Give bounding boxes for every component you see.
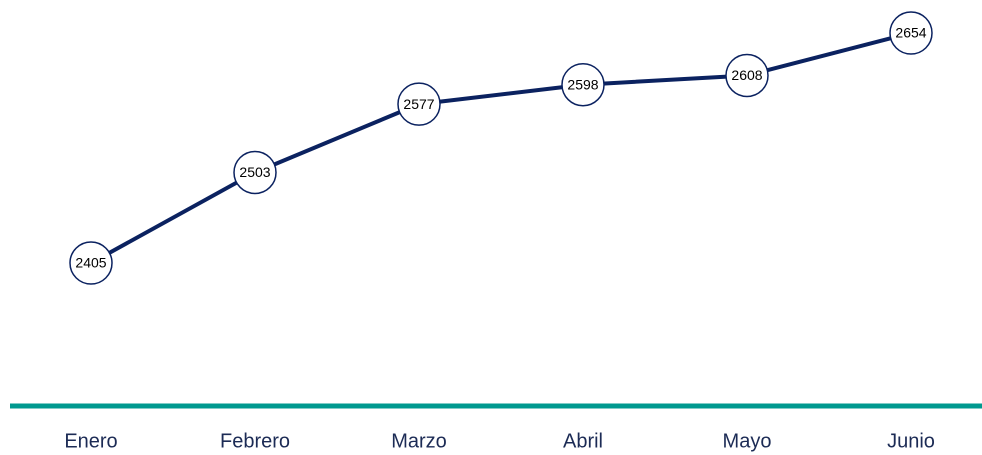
x-tick-label: Junio <box>887 430 935 452</box>
x-tick-label: Marzo <box>391 430 447 452</box>
point-marker <box>397 82 441 126</box>
x-tick-label: Febrero <box>220 430 290 452</box>
point-marker <box>69 241 113 285</box>
point-marker <box>725 53 769 98</box>
x-tick-label: Abril <box>563 430 603 452</box>
point-marker <box>233 150 277 195</box>
data-label: 2608 <box>731 67 762 83</box>
data-label: 2577 <box>403 96 434 112</box>
data-label: 2405 <box>75 255 106 271</box>
x-tick-label: Mayo <box>723 430 772 452</box>
data-label: 2598 <box>567 76 598 92</box>
point-marker <box>889 11 933 55</box>
data-label: 2654 <box>895 25 926 41</box>
series-line <box>90 31 912 265</box>
point-marker <box>561 62 605 107</box>
x-tick-label: Enero <box>64 430 117 452</box>
data-label: 2503 <box>239 164 270 180</box>
